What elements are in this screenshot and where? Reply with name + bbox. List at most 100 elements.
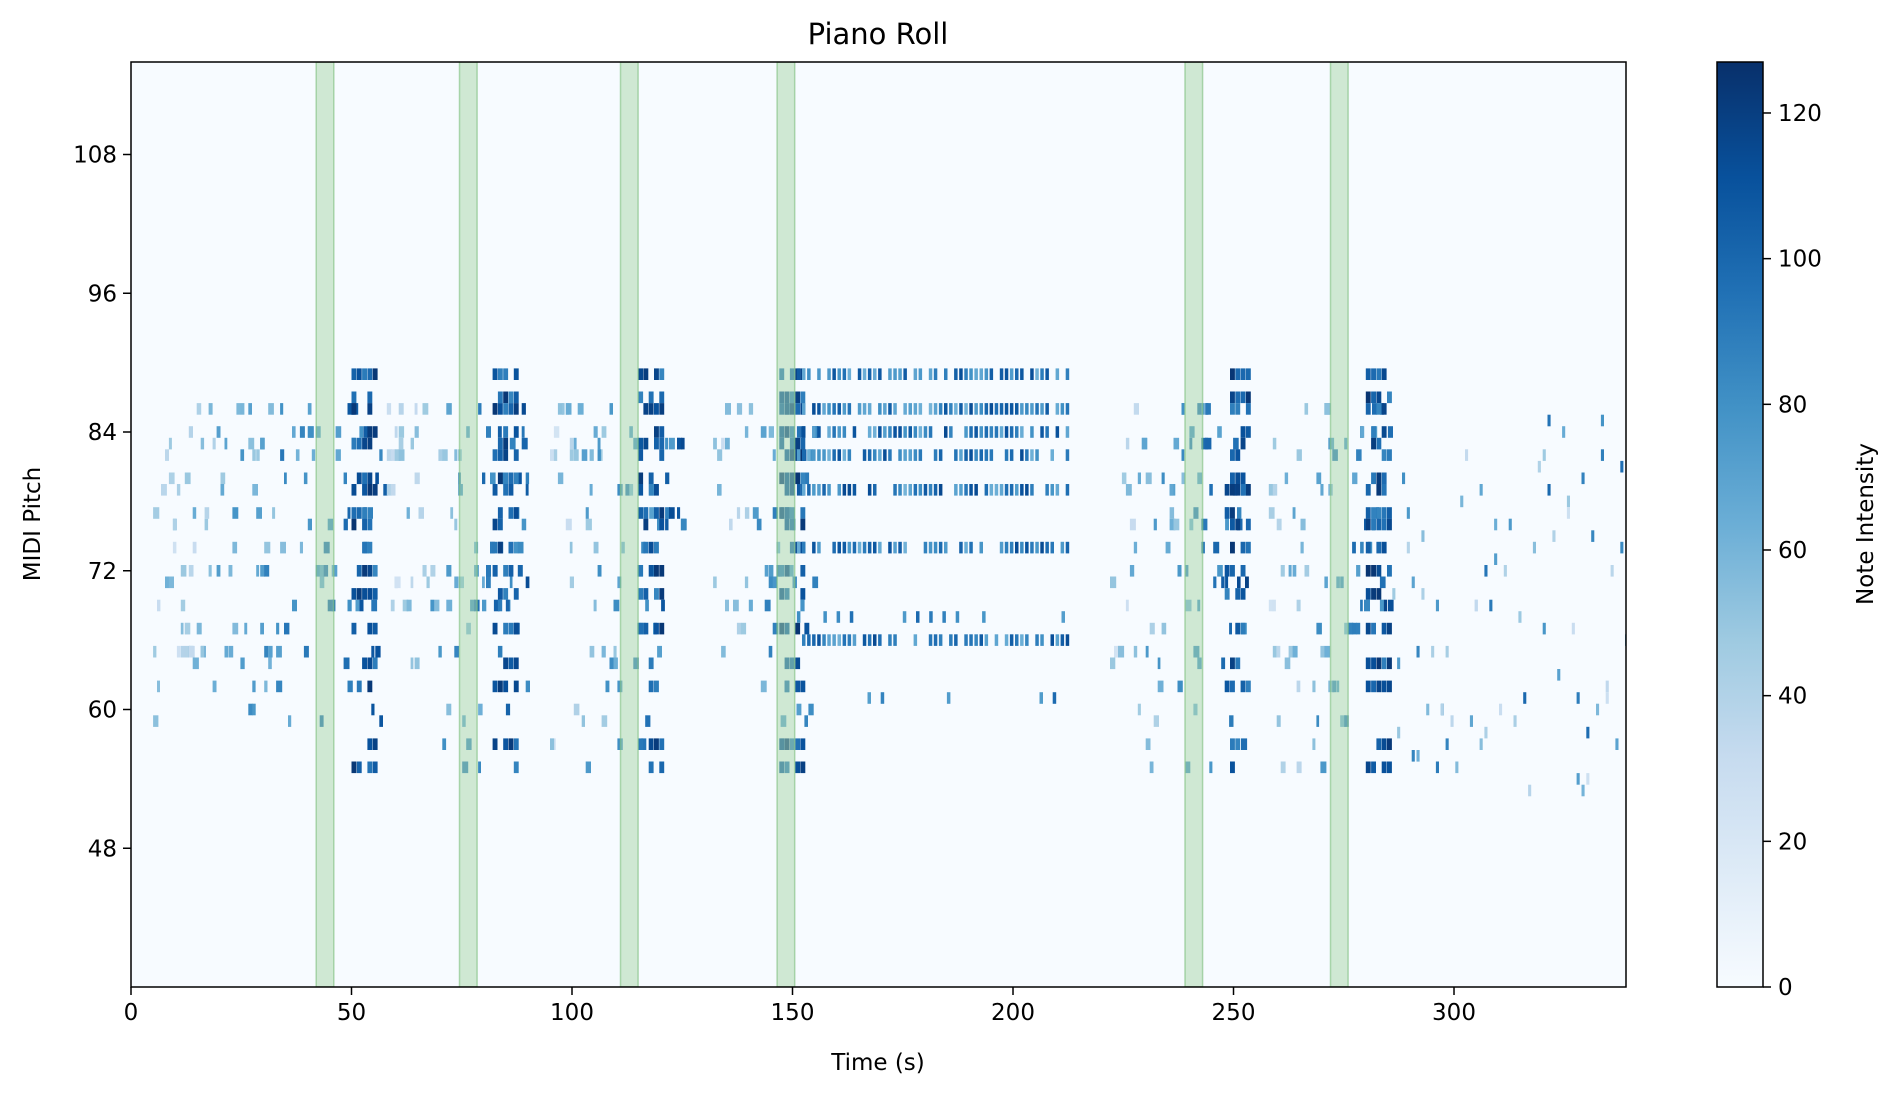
note — [1387, 761, 1392, 774]
note — [490, 472, 496, 485]
note — [386, 403, 392, 415]
note — [878, 426, 882, 438]
note — [1035, 541, 1039, 554]
note — [817, 426, 821, 438]
note — [307, 426, 314, 438]
note — [1581, 472, 1585, 485]
note — [363, 426, 368, 438]
note — [200, 437, 205, 450]
highlight-layer — [315, 62, 1349, 987]
note — [768, 426, 774, 438]
note — [748, 403, 754, 415]
note — [1245, 518, 1251, 531]
note — [1045, 368, 1049, 380]
note — [1230, 565, 1235, 577]
note — [1245, 368, 1251, 380]
note — [1245, 541, 1251, 554]
note — [1276, 518, 1282, 531]
note — [609, 657, 614, 670]
note — [398, 403, 404, 415]
note — [256, 565, 260, 577]
note — [188, 565, 194, 577]
note — [1009, 634, 1014, 646]
note — [913, 634, 918, 646]
note — [1217, 565, 1223, 577]
note — [446, 599, 453, 612]
note — [398, 449, 405, 461]
note — [1229, 715, 1234, 727]
note — [955, 611, 960, 623]
note — [903, 368, 907, 380]
note — [367, 680, 373, 693]
note — [729, 518, 733, 531]
note — [497, 541, 503, 554]
note — [913, 426, 918, 438]
note — [569, 576, 574, 589]
note — [613, 657, 618, 670]
note — [883, 449, 887, 461]
note — [888, 541, 892, 554]
note — [954, 403, 958, 415]
note — [796, 611, 801, 623]
note — [795, 391, 801, 404]
note — [1009, 368, 1014, 380]
note — [867, 484, 872, 496]
note — [486, 426, 491, 438]
note — [1474, 599, 1478, 612]
note — [842, 403, 847, 415]
note — [1004, 449, 1009, 461]
note — [1296, 449, 1302, 461]
note — [837, 541, 841, 554]
note — [654, 541, 659, 554]
note — [299, 541, 303, 554]
note — [808, 703, 814, 716]
note — [812, 484, 816, 496]
note — [772, 507, 778, 519]
note — [1426, 703, 1430, 716]
note — [928, 541, 933, 554]
note — [847, 484, 852, 496]
note — [1060, 634, 1065, 646]
note — [1387, 622, 1392, 635]
note — [1292, 565, 1297, 577]
note — [165, 576, 170, 589]
note — [244, 622, 248, 635]
note — [659, 437, 665, 450]
note — [725, 599, 729, 612]
note — [1324, 645, 1331, 658]
y-tick-label: 108 — [73, 143, 117, 169]
note — [1376, 391, 1382, 404]
note — [807, 484, 811, 496]
note — [252, 449, 256, 461]
note — [1153, 518, 1157, 531]
note — [232, 507, 239, 519]
note — [513, 541, 519, 554]
note — [367, 403, 373, 415]
note — [717, 449, 723, 461]
colorbar-tick-label: 20 — [1778, 829, 1807, 855]
note — [1528, 784, 1532, 797]
note — [989, 484, 994, 496]
note — [513, 507, 519, 519]
note — [964, 368, 968, 380]
note — [1230, 391, 1235, 404]
note — [168, 472, 175, 485]
note — [1004, 541, 1009, 554]
note — [1397, 726, 1401, 739]
note — [744, 426, 749, 438]
note — [852, 426, 857, 438]
note — [1230, 484, 1235, 496]
note — [513, 738, 519, 750]
note — [343, 657, 350, 670]
note — [1240, 565, 1246, 577]
note — [347, 507, 351, 519]
note — [406, 599, 412, 612]
note — [1004, 426, 1009, 438]
note — [371, 645, 375, 658]
note — [1213, 576, 1217, 589]
note — [1125, 437, 1130, 450]
note — [659, 588, 665, 600]
note — [1230, 518, 1235, 531]
note — [847, 403, 852, 415]
note — [984, 403, 989, 415]
